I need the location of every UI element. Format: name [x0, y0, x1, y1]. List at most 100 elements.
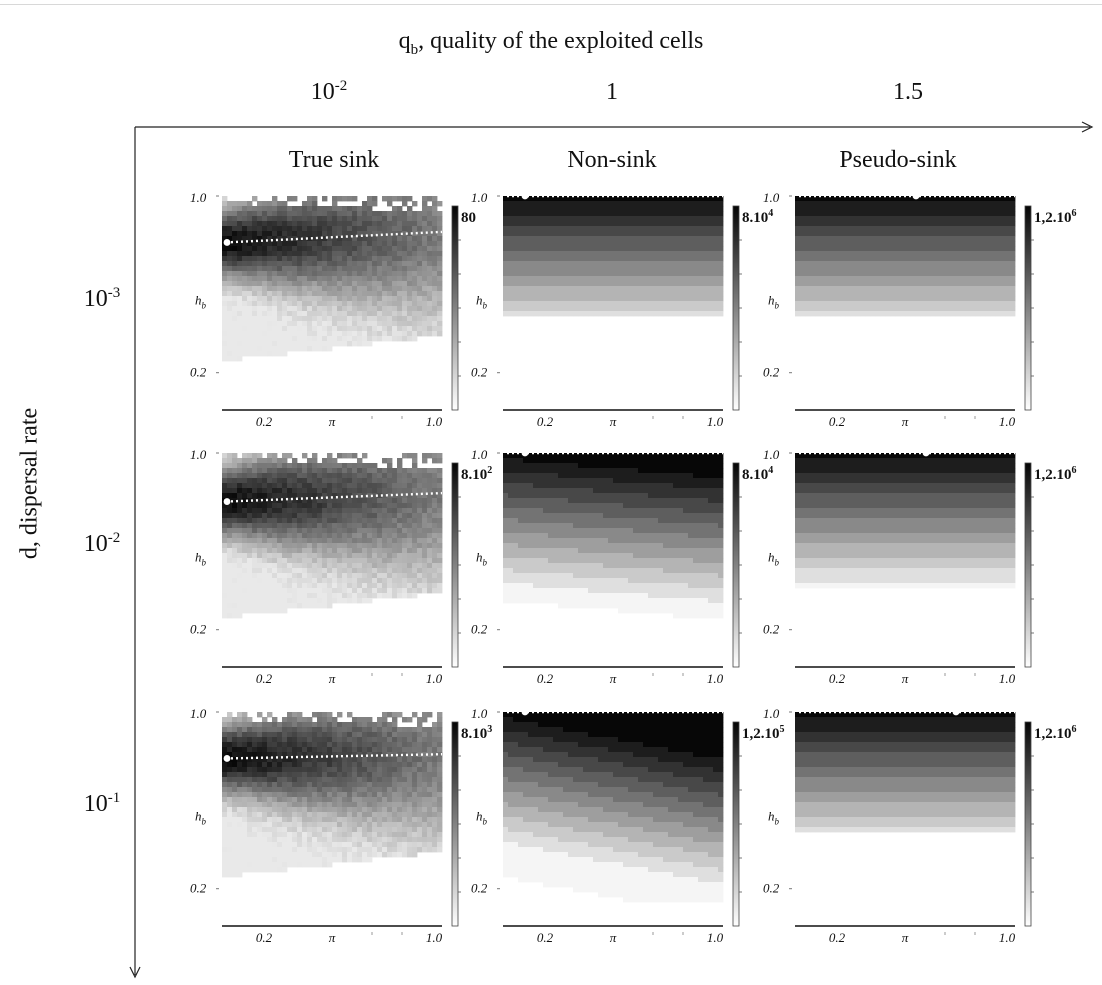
heatmap-cell [930, 256, 936, 262]
heatmap-cell [222, 513, 228, 519]
heatmap-cell [377, 563, 383, 569]
heatmap-cell [1005, 196, 1011, 202]
heatmap-cell [252, 336, 258, 342]
heatmap-cell [708, 271, 714, 277]
heatmap-cell [322, 598, 328, 604]
heatmap-cell [583, 458, 589, 464]
heatmap-cell [930, 311, 936, 317]
heatmap-cell [332, 246, 338, 252]
heatmap-cell [970, 216, 976, 222]
heatmap-cell [352, 503, 358, 509]
heatmap-cell [242, 538, 248, 544]
heatmap-cell [412, 488, 418, 494]
heatmap-cell [337, 286, 343, 292]
heatmap-cell [598, 301, 604, 307]
heatmap-cell [855, 201, 861, 207]
heatmap-cell [227, 286, 233, 292]
heatmap-cell [357, 226, 363, 232]
heatmap-cell [382, 573, 388, 579]
heatmap-cell [247, 261, 253, 267]
heatmap-cell [628, 301, 634, 307]
heatmap-cell [608, 206, 614, 212]
heatmap-cell [653, 463, 659, 469]
heatmap-cell [297, 326, 303, 332]
heatmap-cell [875, 276, 881, 282]
heatmap-cell [693, 271, 699, 277]
heatmap-cell [915, 226, 921, 232]
heatmap-cell [307, 211, 313, 217]
heatmap-cell [262, 301, 268, 307]
heatmap-cell [925, 256, 931, 262]
heatmap-cell [397, 533, 403, 539]
heatmap-cell [1010, 286, 1016, 292]
heatmap-cell [387, 483, 393, 489]
heatmap-cell [247, 266, 253, 272]
heatmap-cell [227, 518, 233, 524]
heatmap-cell [658, 246, 664, 252]
heatmap-cell [865, 266, 871, 272]
heatmap-cell [417, 241, 423, 247]
optimum-marker [223, 498, 231, 505]
heatmap-cell [322, 331, 328, 337]
heatmap-cell [513, 301, 519, 307]
heatmap-cell [232, 548, 238, 554]
heatmap-cell [282, 598, 288, 604]
heatmap-cell [508, 241, 514, 247]
heatmap-cell [272, 351, 278, 357]
heatmap-cell [593, 236, 599, 242]
heatmap-cell [528, 256, 534, 262]
heatmap-cell [277, 261, 283, 267]
heatmap-cell [312, 503, 318, 509]
heatmap-cell [1000, 206, 1006, 212]
heatmap-cell [795, 281, 801, 287]
heatmap-cell [523, 206, 529, 212]
heatmap-cell [252, 311, 258, 317]
heatmap-cell [437, 548, 443, 554]
heatmap-cell [432, 538, 438, 544]
heatmap-cell [825, 281, 831, 287]
heatmap-cell [362, 503, 368, 509]
heatmap-cell [553, 226, 559, 232]
heatmap-cell [835, 226, 841, 232]
heatmap-cell [292, 498, 298, 504]
heatmap-cell [533, 463, 539, 469]
heatmap-cell [267, 453, 273, 459]
heatmap-cell [668, 251, 674, 257]
heatmap-cell [905, 206, 911, 212]
heatmap-cell [850, 256, 856, 262]
heatmap-cell [815, 281, 821, 287]
heatmap-cell [608, 226, 614, 232]
heatmap-cell [713, 271, 719, 277]
heatmap-cell [412, 246, 418, 252]
heatmap-cell [302, 488, 308, 494]
heatmap-cell [272, 513, 278, 519]
heatmap-cell [623, 463, 629, 469]
heatmap-cell [960, 211, 966, 217]
heatmap-cell [568, 221, 574, 227]
heatmap-cell [930, 221, 936, 227]
heatmap-cell [267, 276, 273, 282]
heatmap-cell [402, 326, 408, 332]
heatmap-cell [377, 483, 383, 489]
heatmap-cell [623, 226, 629, 232]
heatmap-cell [427, 206, 433, 212]
heatmap-cell [548, 221, 554, 227]
heatmap-cell [377, 241, 383, 247]
heatmap-cell [352, 578, 358, 584]
heatmap-cell [543, 291, 549, 297]
heatmap-cell [307, 266, 313, 272]
heatmap-cell [332, 473, 338, 479]
heatmap-cell [412, 573, 418, 579]
heatmap-cell [935, 251, 941, 257]
heatmap-cell [523, 296, 529, 302]
heatmap-cell [643, 206, 649, 212]
heatmap-cell [910, 206, 916, 212]
heatmap-cell [367, 311, 373, 317]
heatmap-cell [543, 458, 549, 464]
heatmap-cell [568, 226, 574, 232]
heatmap-cell [935, 296, 941, 302]
heatmap-cell [548, 301, 554, 307]
heatmap-cell [840, 311, 846, 317]
heatmap-cell [820, 271, 826, 277]
heatmap-cell [578, 271, 584, 277]
